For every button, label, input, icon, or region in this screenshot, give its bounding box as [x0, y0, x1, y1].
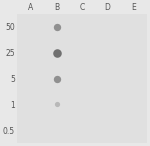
Point: [55, 26, 58, 28]
Point: [55, 52, 58, 54]
Point: [55, 103, 58, 106]
Point: [55, 77, 58, 80]
